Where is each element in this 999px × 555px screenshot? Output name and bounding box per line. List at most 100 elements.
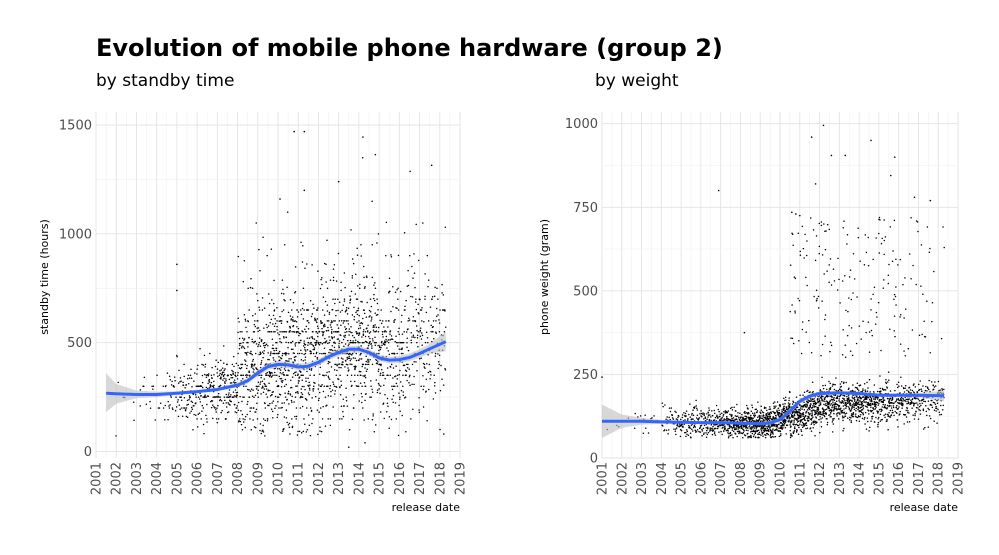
data-point [914, 397, 917, 400]
data-point [201, 363, 203, 366]
data-point [369, 337, 371, 340]
data-point [307, 414, 310, 416]
x-tick-label: 2004 [655, 462, 670, 495]
data-point [351, 275, 354, 277]
data-point [184, 387, 186, 389]
data-point [352, 340, 354, 342]
data-point [327, 320, 330, 322]
data-point [366, 327, 368, 329]
data-point [830, 284, 833, 286]
data-point [784, 409, 787, 412]
data-point [235, 375, 237, 378]
data-point [789, 264, 792, 266]
data-point [877, 416, 880, 419]
data-point [838, 405, 841, 407]
data-point [738, 427, 741, 429]
data-point [934, 381, 936, 383]
data-point [259, 351, 261, 354]
data-point [276, 329, 278, 331]
data-point [639, 415, 642, 417]
data-point [174, 409, 177, 412]
data-point [889, 416, 891, 418]
data-point [731, 406, 733, 409]
data-point [315, 352, 318, 355]
data-point [933, 386, 936, 388]
data-point [254, 363, 256, 366]
data-point [926, 226, 929, 228]
data-point [362, 341, 364, 344]
data-point [295, 385, 297, 387]
data-point [267, 352, 269, 354]
data-point [183, 363, 185, 366]
data-point [764, 427, 767, 430]
data-point [349, 302, 351, 304]
data-point [220, 378, 222, 380]
data-point [190, 377, 193, 379]
data-point [332, 268, 335, 270]
data-point [428, 388, 430, 391]
data-point [328, 378, 331, 380]
data-point [721, 424, 723, 426]
data-point [418, 313, 420, 315]
data-point [358, 287, 361, 290]
data-point [374, 324, 376, 326]
data-point [244, 352, 246, 354]
data-point [230, 374, 233, 377]
data-point [792, 400, 794, 402]
data-point [706, 433, 709, 436]
data-point [721, 417, 723, 419]
data-point [285, 336, 288, 339]
data-point [179, 381, 181, 383]
data-point [664, 404, 666, 406]
data-point [337, 338, 340, 340]
data-point [809, 406, 812, 408]
data-point [256, 327, 258, 329]
data-point [246, 331, 248, 333]
data-point [435, 315, 438, 318]
data-point [346, 363, 349, 366]
data-point [327, 360, 330, 363]
data-point [805, 427, 807, 430]
data-point [819, 431, 821, 434]
data-point [887, 397, 889, 400]
data-point [372, 329, 375, 331]
data-point [896, 383, 898, 386]
data-point [379, 363, 381, 366]
data-point [708, 418, 711, 421]
data-point [787, 402, 790, 404]
data-point [411, 363, 414, 366]
data-point [920, 285, 922, 287]
data-point [313, 348, 316, 351]
data-point [728, 433, 730, 435]
data-point [817, 414, 819, 416]
data-point [227, 394, 230, 396]
data-point [423, 320, 425, 323]
data-point [406, 285, 409, 287]
data-point [807, 419, 810, 422]
data-point [886, 418, 888, 421]
data-point [132, 401, 135, 403]
data-point [308, 424, 311, 426]
data-point [862, 407, 865, 409]
data-point [713, 409, 716, 412]
data-point [886, 404, 889, 407]
data-point [203, 354, 206, 357]
data-point [906, 389, 908, 392]
data-point [907, 347, 910, 350]
data-point [886, 381, 889, 383]
data-point [333, 385, 336, 387]
data-point [278, 375, 281, 378]
data-point [810, 399, 812, 401]
data-point [917, 398, 920, 400]
data-point [340, 380, 342, 382]
data-point [166, 372, 169, 374]
data-point [264, 383, 266, 386]
data-point [842, 227, 845, 229]
data-point [200, 418, 202, 420]
data-point [691, 414, 693, 416]
data-point [395, 335, 397, 338]
data-point [930, 381, 933, 383]
data-point [301, 374, 303, 377]
data-point [770, 411, 772, 413]
data-point [271, 372, 273, 374]
